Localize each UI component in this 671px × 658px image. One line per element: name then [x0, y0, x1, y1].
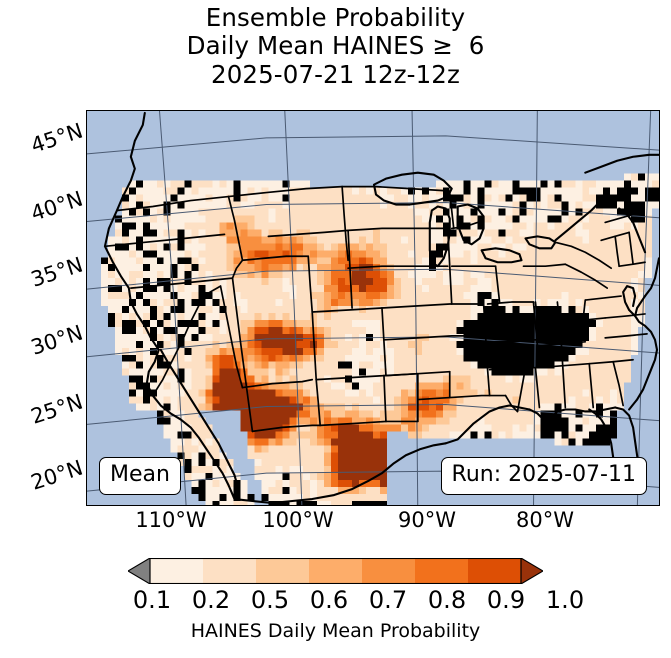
cb-tick-4: 0.7: [368, 586, 408, 614]
colorbar-gradient: [128, 558, 543, 584]
member-label-box: Mean: [99, 457, 181, 495]
title-line-3: 2025-07-21 12z-12z: [211, 59, 460, 89]
cb-tick-3: 0.6: [309, 586, 349, 614]
cb-tick-6: 0.9: [486, 586, 526, 614]
colorbar: [128, 558, 543, 584]
run-date-box: Run: 2025-07-11: [440, 457, 647, 495]
lon-tick-80w: 80°W: [516, 508, 574, 532]
cb-tick-0: 0.1: [132, 586, 172, 614]
lat-tick-25n: 25°N: [27, 389, 86, 429]
lon-tick-100w: 100°W: [262, 508, 334, 532]
colorbar-axis-label: HAINES Daily Mean Probability: [190, 620, 481, 642]
lon-tick-110w: 110°W: [135, 508, 207, 532]
lon-tick-90w: 90°W: [398, 508, 456, 532]
lat-tick-45n: 45°N: [27, 118, 86, 158]
cb-tick-1: 0.2: [191, 586, 231, 614]
lat-tick-35n: 35°N: [27, 252, 86, 292]
chart-title: Ensemble Probability Daily Mean HAINES ≥…: [0, 3, 671, 89]
title-line-1: Ensemble Probability: [205, 3, 466, 32]
cb-tick-7: 1.0: [545, 586, 585, 614]
cb-tick-2: 0.5: [250, 586, 290, 614]
title-line-2: Daily Mean HAINES ≥ 6: [186, 31, 485, 61]
colorbar-tick-labels: 0.1 0.2 0.5 0.6 0.7 0.8 0.9 1.0: [80, 586, 600, 616]
lat-tick-20n: 20°N: [27, 455, 86, 495]
cb-tick-5: 0.8: [427, 586, 467, 614]
lat-tick-30n: 30°N: [27, 320, 86, 360]
map-plot-area[interactable]: Mean Run: 2025-07-11: [86, 110, 660, 506]
lat-tick-40n: 40°N: [27, 186, 86, 226]
map-raster: [87, 111, 659, 505]
